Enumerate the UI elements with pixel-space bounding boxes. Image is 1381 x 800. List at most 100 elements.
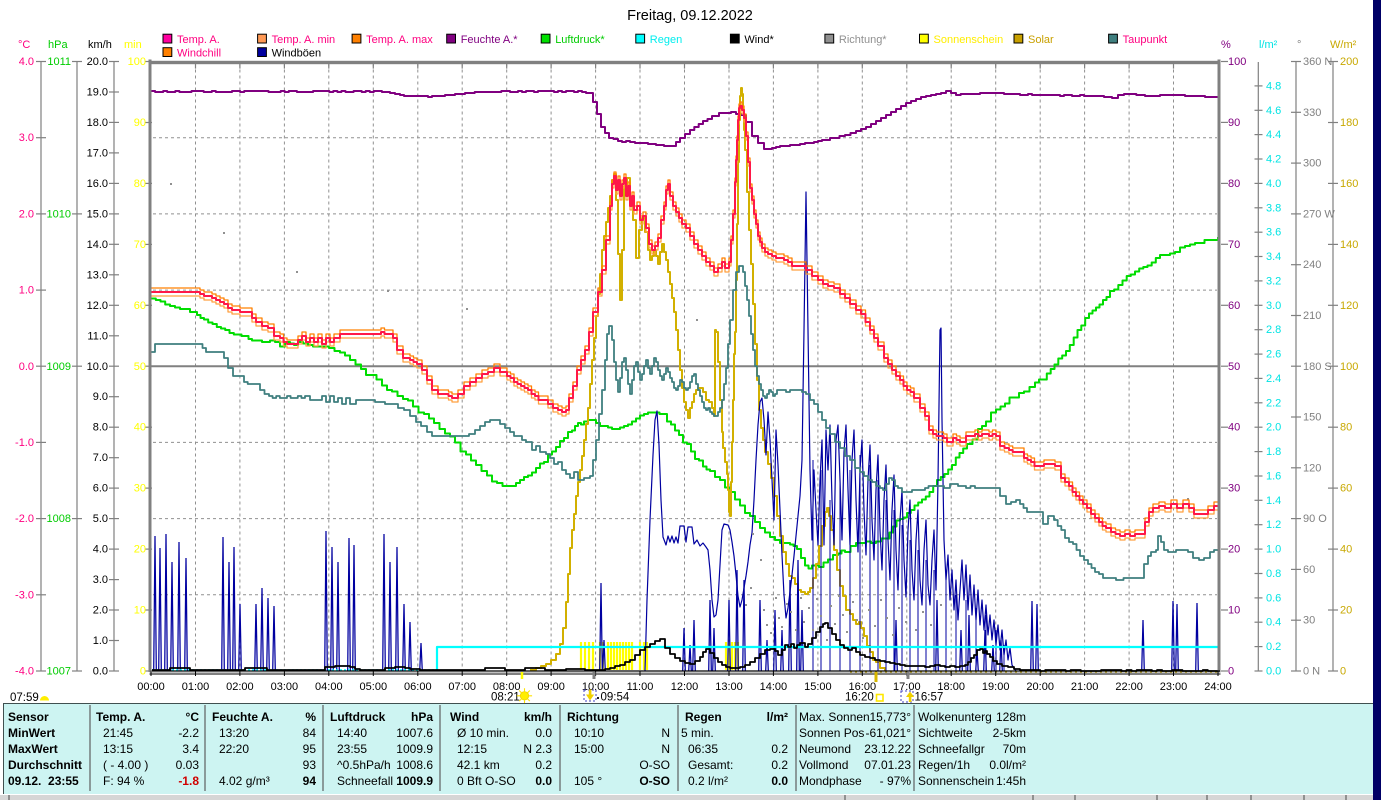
svg-text:6.0: 6.0 xyxy=(93,483,108,495)
svg-text:180: 180 xyxy=(1340,117,1358,129)
svg-text:2.6: 2.6 xyxy=(1266,349,1281,361)
svg-text:W/m²: W/m² xyxy=(1330,39,1357,51)
svg-text:11:00: 11:00 xyxy=(627,681,654,693)
svg-text:1010: 1010 xyxy=(47,208,71,220)
svg-text:17:00: 17:00 xyxy=(893,681,921,693)
svg-text:Windböen: Windböen xyxy=(272,48,322,60)
svg-text:90: 90 xyxy=(134,117,146,129)
svg-text:90 O: 90 O xyxy=(1303,513,1327,525)
svg-text:30: 30 xyxy=(1303,615,1315,627)
svg-text:Temp. A.: Temp. A. xyxy=(177,34,220,46)
svg-text:18.0: 18.0 xyxy=(87,117,108,129)
svg-text:%: % xyxy=(1221,39,1231,51)
svg-text:10.0: 10.0 xyxy=(87,361,108,373)
svg-text:hPa: hPa xyxy=(48,39,68,51)
svg-text:0.4: 0.4 xyxy=(1266,617,1281,629)
svg-text:80: 80 xyxy=(1340,422,1352,434)
svg-text:19:00: 19:00 xyxy=(982,681,1010,693)
svg-text:8.0: 8.0 xyxy=(93,422,108,434)
svg-text:07:00: 07:00 xyxy=(448,681,476,693)
svg-text:1009: 1009 xyxy=(47,361,71,373)
svg-text:12.0: 12.0 xyxy=(87,300,108,312)
svg-text:1.2: 1.2 xyxy=(1266,519,1281,531)
svg-text:0.0: 0.0 xyxy=(19,361,34,373)
svg-text:Solar: Solar xyxy=(1028,34,1054,46)
svg-text:4.4: 4.4 xyxy=(1266,129,1281,141)
svg-text:50: 50 xyxy=(1228,361,1240,373)
svg-text:Feuchte A.*: Feuchte A.* xyxy=(461,34,519,46)
svg-text:4.0: 4.0 xyxy=(1266,178,1281,190)
svg-text:60: 60 xyxy=(134,300,146,312)
svg-text:Temp. A. max: Temp. A. max xyxy=(366,34,433,46)
svg-text:09:00: 09:00 xyxy=(537,681,565,693)
svg-text:1008: 1008 xyxy=(47,513,71,525)
svg-text:70: 70 xyxy=(1228,239,1240,251)
svg-text:Richtung*: Richtung* xyxy=(839,34,887,46)
svg-text:5.0: 5.0 xyxy=(93,513,108,525)
svg-text:70: 70 xyxy=(134,239,146,251)
svg-text:12:00: 12:00 xyxy=(671,681,699,693)
svg-text:16:00: 16:00 xyxy=(849,681,877,693)
svg-text:10: 10 xyxy=(134,605,146,617)
svg-text:-1.0: -1.0 xyxy=(15,437,34,449)
svg-text:1.6: 1.6 xyxy=(1266,471,1281,483)
svg-text:1.4: 1.4 xyxy=(1266,495,1281,507)
svg-text:100: 100 xyxy=(1228,56,1246,68)
svg-text:05:00: 05:00 xyxy=(360,681,388,693)
svg-text:07:59: 07:59 xyxy=(10,692,39,704)
svg-text:2.2: 2.2 xyxy=(1266,397,1281,409)
svg-text:2.0: 2.0 xyxy=(1266,422,1281,434)
svg-text:4.2: 4.2 xyxy=(1266,154,1281,166)
svg-text:3.0: 3.0 xyxy=(19,132,34,144)
svg-text:40: 40 xyxy=(1340,544,1352,556)
svg-text:Taupunkt: Taupunkt xyxy=(1123,34,1168,46)
svg-text:min: min xyxy=(124,39,142,51)
svg-text:100: 100 xyxy=(1340,361,1358,373)
svg-text:09:54: 09:54 xyxy=(601,692,630,704)
svg-text:06:00: 06:00 xyxy=(404,681,432,693)
svg-text:Freitag, 09.12.2022: Freitag, 09.12.2022 xyxy=(627,8,753,24)
svg-text:1011: 1011 xyxy=(47,56,71,68)
svg-text:2.0: 2.0 xyxy=(19,208,34,220)
svg-text:22:00: 22:00 xyxy=(1115,681,1143,693)
svg-text:20: 20 xyxy=(1340,605,1352,617)
svg-text:13.0: 13.0 xyxy=(87,269,108,281)
svg-text:2.4: 2.4 xyxy=(1266,373,1281,385)
svg-text:0.0: 0.0 xyxy=(1266,666,1281,678)
svg-text:20.0: 20.0 xyxy=(87,56,108,68)
svg-text:1.0: 1.0 xyxy=(19,285,34,297)
svg-text:14.0: 14.0 xyxy=(87,239,108,251)
svg-text:100: 100 xyxy=(128,56,146,68)
svg-text:80: 80 xyxy=(1228,178,1240,190)
svg-text:1007: 1007 xyxy=(47,666,71,678)
svg-text:16:57: 16:57 xyxy=(915,692,944,704)
svg-text:30: 30 xyxy=(134,483,146,495)
svg-text:02:00: 02:00 xyxy=(226,681,254,693)
svg-text:0.0: 0.0 xyxy=(93,666,108,678)
svg-text:10: 10 xyxy=(1228,605,1240,617)
svg-text:19.0: 19.0 xyxy=(87,87,108,99)
svg-text:17.0: 17.0 xyxy=(87,147,108,159)
svg-text:08:21: 08:21 xyxy=(491,692,520,704)
svg-text:20: 20 xyxy=(134,544,146,556)
svg-text:Windchill: Windchill xyxy=(177,48,221,60)
svg-text:l/m²: l/m² xyxy=(1259,39,1278,51)
svg-text:50: 50 xyxy=(134,361,146,373)
svg-text:60: 60 xyxy=(1340,483,1352,495)
svg-text:-2.0: -2.0 xyxy=(15,513,34,525)
svg-text:3.0: 3.0 xyxy=(1266,300,1281,312)
svg-text:00:00: 00:00 xyxy=(137,681,165,693)
svg-text:16.0: 16.0 xyxy=(87,178,108,190)
svg-text:24:00: 24:00 xyxy=(1204,681,1232,693)
svg-text:1.0: 1.0 xyxy=(1266,544,1281,556)
svg-text:4.6: 4.6 xyxy=(1266,105,1281,117)
svg-text:4.8: 4.8 xyxy=(1266,80,1281,92)
svg-text:16:20: 16:20 xyxy=(845,692,874,704)
svg-text:270 W: 270 W xyxy=(1303,208,1335,220)
svg-text:200: 200 xyxy=(1340,56,1358,68)
svg-text:60: 60 xyxy=(1228,300,1240,312)
svg-text:40: 40 xyxy=(1228,422,1240,434)
svg-text:0 N: 0 N xyxy=(1303,666,1320,678)
svg-text:180 S: 180 S xyxy=(1303,361,1332,373)
svg-text:240: 240 xyxy=(1303,259,1321,271)
